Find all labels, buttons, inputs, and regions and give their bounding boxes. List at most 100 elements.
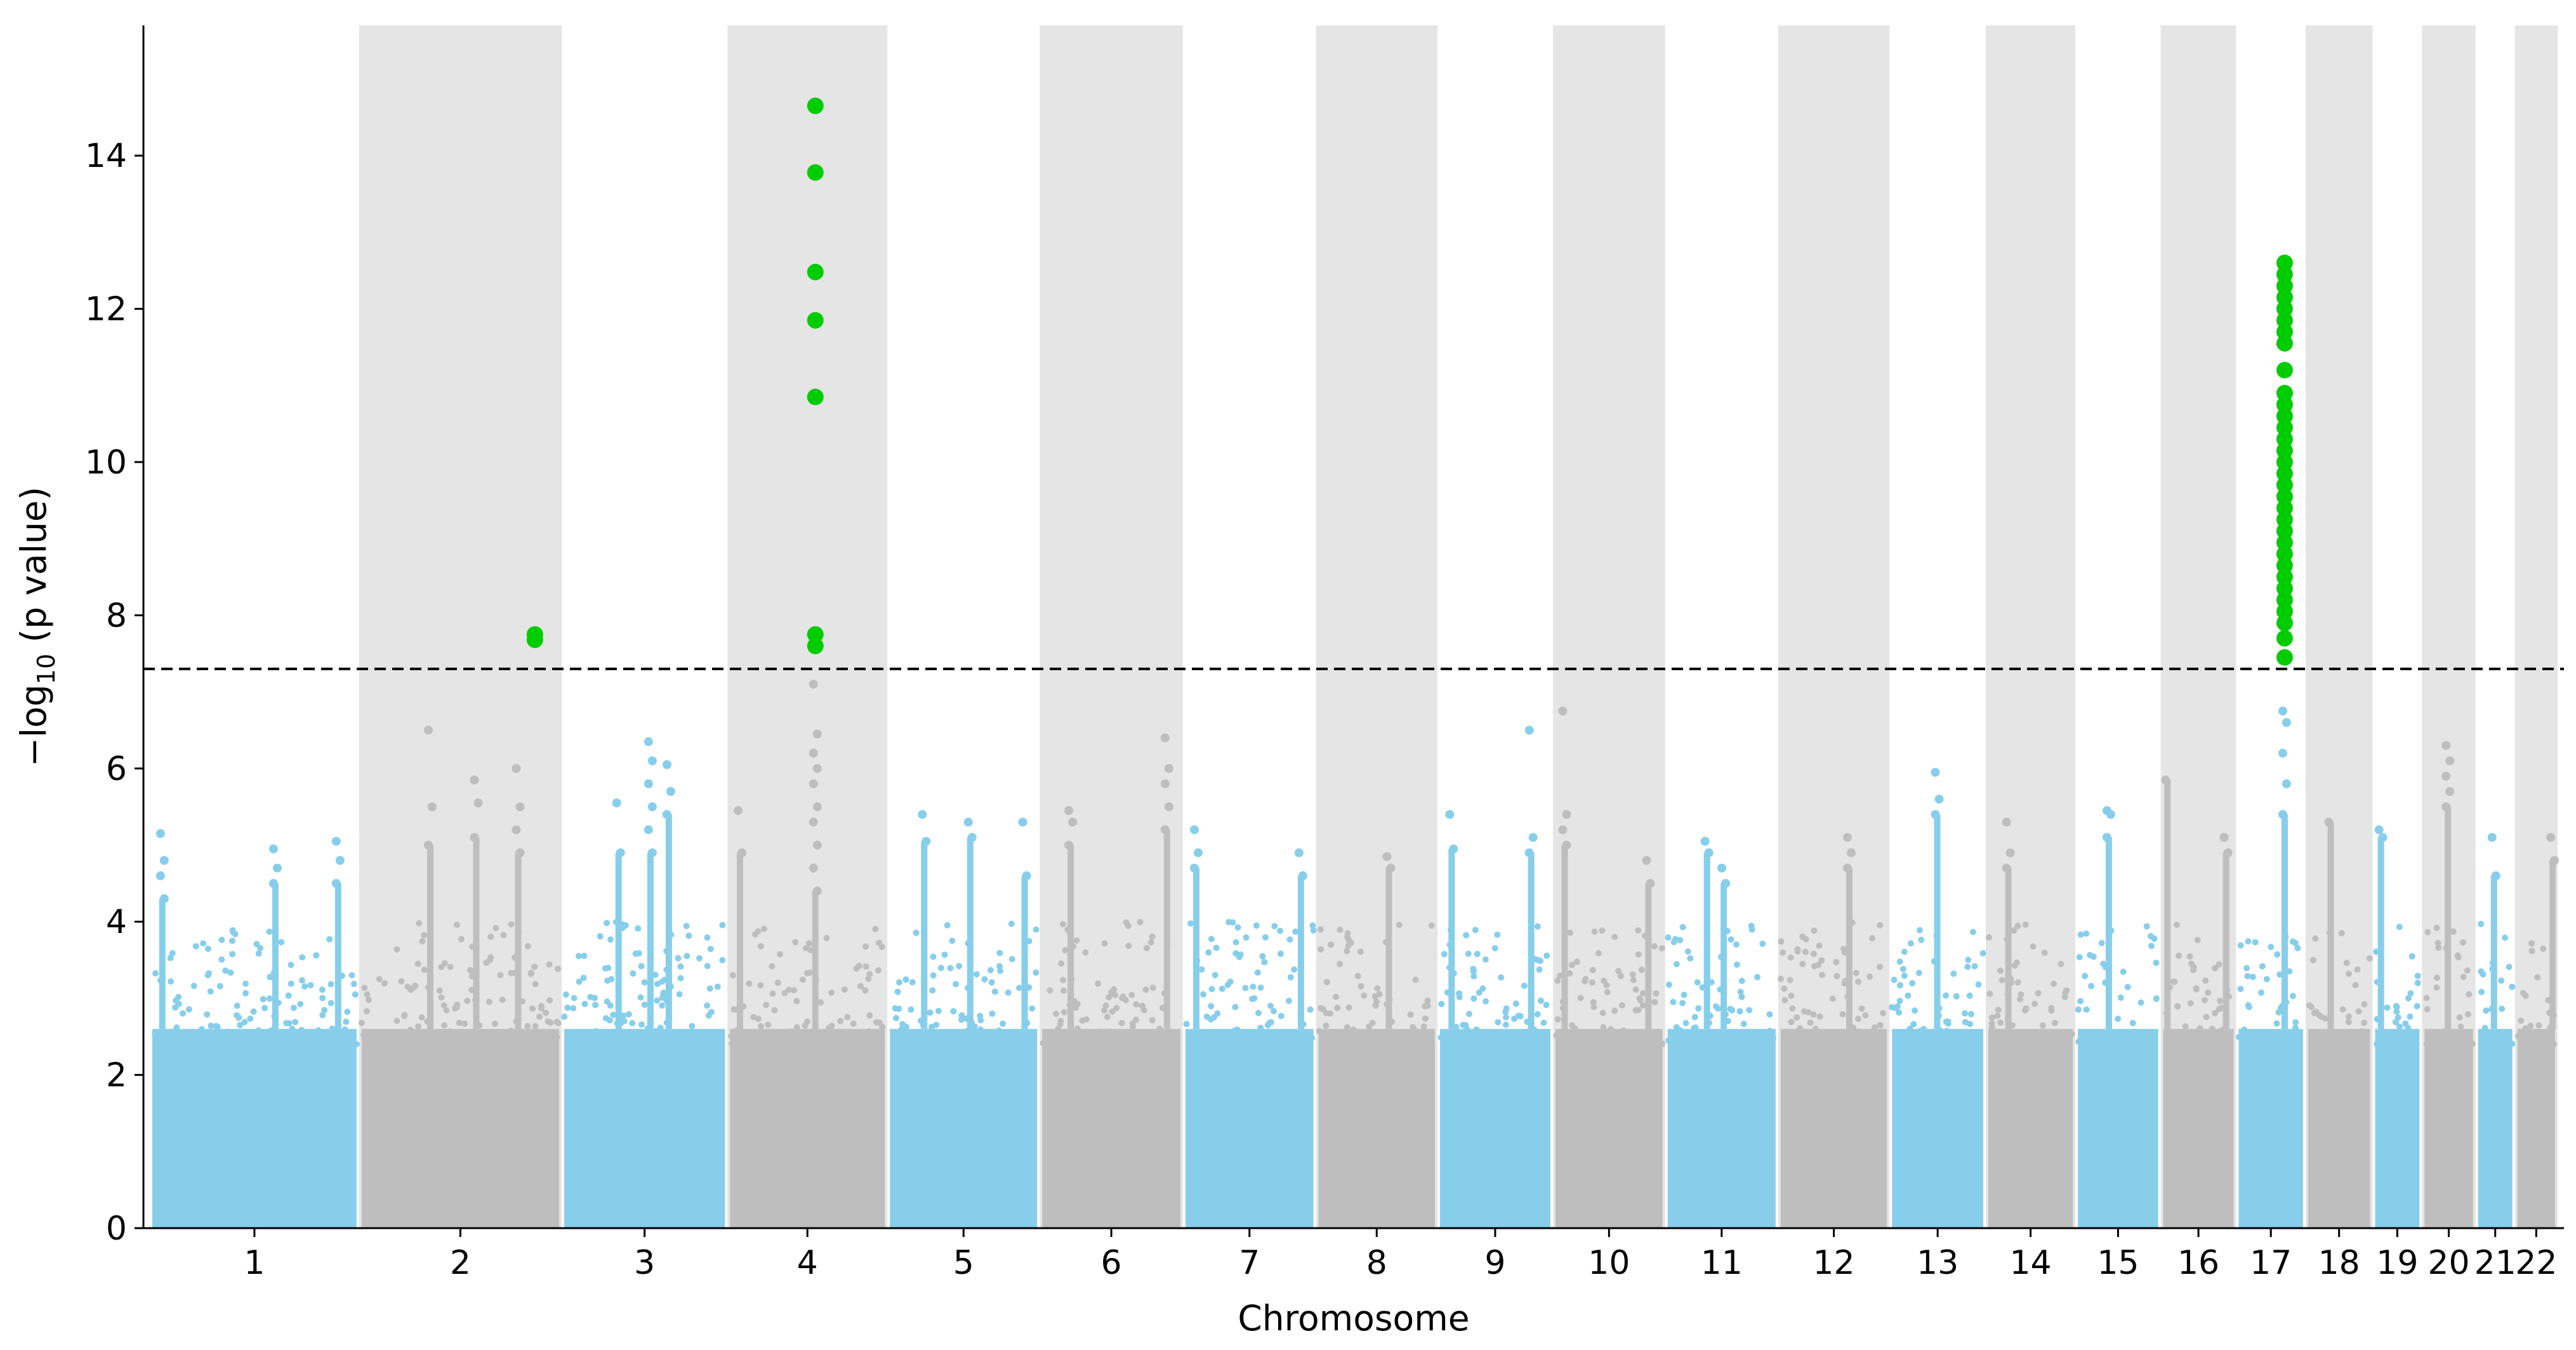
peak-point-chr10-21-0	[1558, 706, 1568, 716]
peak-point-chr4-10-2	[809, 748, 818, 758]
peak-point-chr4-9-0	[734, 806, 743, 816]
significant-point-chr17-17	[2276, 362, 2293, 379]
significant-point-chr17-21	[2276, 419, 2293, 436]
x-tick-label-11: 11	[1701, 1244, 1743, 1282]
peak-column-chr1-0	[159, 898, 166, 1029]
peak-point-chr20-34-3	[2445, 787, 2455, 797]
chromosome-dense-fill-6	[1042, 1029, 1180, 1228]
y-axis-title-suffix: (p value)	[13, 487, 54, 654]
peak-point-chr4-10-4	[809, 779, 818, 788]
peak-column-chr3-7	[665, 814, 672, 1029]
significant-point-chr17-39	[2276, 630, 2293, 647]
peak-column-chr8-18	[1385, 868, 1392, 1029]
peak-column-chr11-24	[1721, 883, 1727, 1029]
significant-point-chr17-12	[2276, 289, 2293, 306]
peak-point-chr4-10-5	[812, 802, 822, 812]
peak-point-chr2-5-1	[515, 802, 525, 812]
x-tick-label-7: 7	[1239, 1244, 1260, 1282]
peak-point-chr17-31-3	[2282, 779, 2291, 788]
chromosome-points-16	[2163, 921, 2234, 1228]
chromosome-scatter-17	[2236, 933, 2301, 1048]
peak-point-chr3-7-1	[666, 787, 675, 797]
peak-column-chr9-20	[1528, 852, 1535, 1029]
peak-column-chr21-35	[2490, 875, 2497, 1029]
peak-point-chr6-15-2	[1160, 779, 1170, 788]
chromosome-scatter-2	[358, 920, 562, 1048]
chromosome-scatter-9	[1437, 923, 1550, 1047]
chromosome-points-1	[152, 927, 360, 1228]
peak-point-chr20-34-1	[2445, 756, 2455, 765]
peak-point-chr20-34-0	[2441, 741, 2451, 750]
significant-point-chr17-9	[2276, 255, 2293, 272]
peak-column-chr7-16	[1192, 868, 1199, 1029]
chromosome-scatter-20	[2423, 924, 2476, 1048]
peak-point-chr15-28-1	[2106, 810, 2115, 819]
significant-point-chr17-34	[2276, 569, 2293, 586]
chromosome-points-19	[2373, 923, 2421, 1228]
significant-point-chr17-35	[2276, 580, 2293, 597]
chromosome-scatter-16	[2163, 921, 2233, 1048]
chromosome-points-5	[890, 918, 1040, 1228]
y-axis-ticks: 0 2 4 6 8 10 12 14	[85, 137, 143, 1248]
peak-point-chr4-10-8	[809, 863, 818, 873]
y-tick-label-4: 4	[106, 903, 127, 941]
significant-point-chr17-29	[2276, 511, 2293, 528]
y-tick-label-8: 8	[106, 597, 127, 635]
chromosome-dense-fill-4	[730, 1029, 885, 1228]
peak-point-chr12-25-1	[1846, 848, 1856, 857]
chromosome-points-2	[358, 920, 562, 1228]
chromosome-scatter-10	[1553, 927, 1666, 1048]
chromosome-dense-fill-18	[2308, 1029, 2370, 1228]
peak-points	[155, 680, 2559, 1029]
peak-point-chr8-18-0	[1382, 852, 1392, 861]
peak-point-chr16-30-0	[2219, 833, 2229, 842]
chromosome-points-7	[1183, 918, 1317, 1228]
x-tick-label-12: 12	[1813, 1244, 1854, 1282]
x-tick-label-10: 10	[1588, 1244, 1630, 1282]
peak-point-chr1-0-2	[155, 871, 165, 880]
peak-point-chr11-23-0	[1700, 837, 1710, 846]
chromosome-points-10	[1553, 927, 1666, 1228]
chromosome-points-8	[1316, 922, 1435, 1228]
chromosome-scatter-5	[892, 918, 1040, 1048]
significant-point-chr17-16	[2276, 334, 2293, 352]
peak-point-chr2-4-1	[473, 798, 483, 808]
peak-column-chr20-34	[2445, 807, 2452, 1029]
significant-point-chr17-27	[2276, 488, 2293, 505]
peak-point-chr6-15-3	[1164, 802, 1173, 812]
chromosome-points-3	[561, 918, 726, 1228]
peak-point-chr2-3-1	[427, 802, 437, 812]
significant-point-chr17-38	[2276, 614, 2293, 632]
peak-point-chr3-7-0	[662, 760, 671, 769]
peak-point-chr14-27-1	[2005, 848, 2015, 857]
chromosome-dense-fill-1	[152, 1029, 357, 1228]
significant-point-chr17-20	[2276, 407, 2293, 425]
peak-point-chr6-14-1	[1068, 817, 1078, 827]
x-tick-label-17: 17	[2250, 1244, 2292, 1282]
peak-point-chr5-13-0	[1018, 817, 1027, 827]
chromosome-dense-fill-21	[2478, 1029, 2513, 1228]
peak-point-chr10-21-1	[1562, 810, 1571, 819]
chromosome-dense-fill-9	[1439, 1029, 1550, 1228]
peak-point-chr4-10-6	[809, 817, 818, 827]
significant-point-chr17-28	[2276, 500, 2293, 517]
peak-column-chr12-25	[1846, 868, 1853, 1029]
peak-column-chr10-21	[1561, 845, 1568, 1029]
y-axis-title-subscript: 10	[32, 654, 60, 684]
chromosome-points-18	[2306, 929, 2373, 1228]
significant-point-chr17-32	[2276, 545, 2293, 562]
x-tick-label-22: 22	[2515, 1244, 2557, 1282]
peak-column-chr19-33	[2377, 837, 2384, 1029]
y-tick-label-10: 10	[85, 444, 127, 482]
chromosome-dense-fill-16	[2163, 1029, 2234, 1228]
peak-column-chr4-10	[812, 890, 819, 1029]
chromosome-band-18	[2305, 25, 2373, 1228]
y-axis-title-prefix: −log	[13, 684, 54, 767]
significant-point-chr17-11	[2276, 277, 2293, 294]
peak-point-chr3-6-1	[647, 756, 657, 765]
significant-point-chr4-3	[807, 164, 824, 181]
chromosome-scatter-11	[1665, 922, 1776, 1048]
significant-point-chr17-37	[2276, 603, 2293, 620]
